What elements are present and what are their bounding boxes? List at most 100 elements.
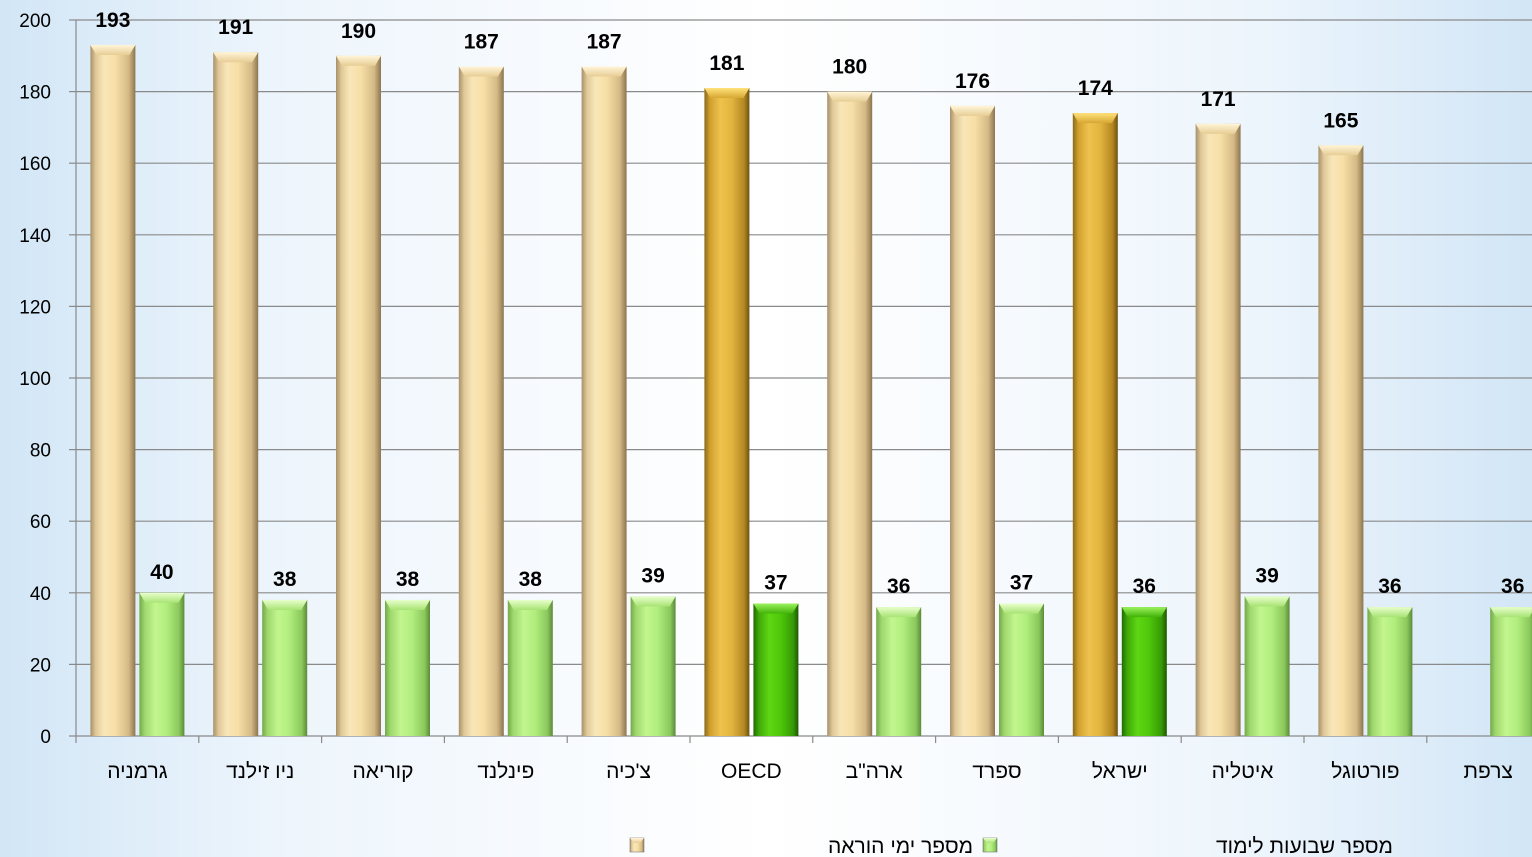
bar bbox=[90, 45, 136, 737]
data-label: 39 bbox=[641, 564, 664, 587]
bar bbox=[1367, 607, 1413, 736]
data-label: 40 bbox=[150, 561, 173, 584]
bar-bevel bbox=[1244, 596, 1290, 607]
bar bbox=[139, 592, 185, 736]
data-label: 191 bbox=[218, 16, 253, 39]
bar-bevel bbox=[336, 55, 381, 66]
bar-body bbox=[1195, 123, 1241, 736]
bar-body bbox=[1367, 607, 1413, 736]
bar bbox=[1195, 123, 1241, 736]
bar-bevel bbox=[704, 88, 750, 99]
bar-bevel bbox=[1195, 123, 1241, 134]
data-label: 37 bbox=[1010, 572, 1033, 595]
y-tick-label: 100 bbox=[19, 369, 51, 390]
bar-body bbox=[213, 52, 259, 737]
bar bbox=[950, 105, 995, 737]
gridlines bbox=[76, 19, 1532, 666]
bar-bevel bbox=[1490, 607, 1532, 618]
data-label: 171 bbox=[1201, 88, 1236, 111]
legend-swatch-bevel bbox=[630, 838, 644, 843]
bar-body bbox=[704, 88, 750, 736]
bar bbox=[507, 599, 553, 736]
bar bbox=[827, 91, 873, 737]
x-tick-label: צרפת bbox=[1464, 760, 1513, 783]
x-tick-label: צ'כיה bbox=[606, 760, 651, 783]
bar-bevel bbox=[262, 599, 308, 610]
x-tick-label: ישראל bbox=[1092, 760, 1148, 783]
legend-label: מספר ימי הוראה bbox=[828, 835, 973, 857]
bar bbox=[1072, 113, 1118, 736]
data-label: 36 bbox=[1133, 575, 1156, 598]
data-label: 174 bbox=[1078, 77, 1113, 100]
y-tick-label: 60 bbox=[30, 512, 51, 533]
data-label: 193 bbox=[95, 9, 130, 32]
bar-body bbox=[385, 599, 430, 736]
y-tick-label: 160 bbox=[19, 154, 51, 175]
bar bbox=[1318, 145, 1364, 737]
bar-body bbox=[1318, 145, 1364, 737]
bar bbox=[1121, 607, 1167, 736]
bar bbox=[213, 52, 259, 737]
bar-body bbox=[1490, 607, 1532, 736]
bar-body bbox=[1244, 596, 1290, 736]
data-labels: 193 40 191 38 190 38 187 38 187 39 181 37 180 36 176 37… bbox=[95, 9, 1524, 598]
data-label: 187 bbox=[464, 31, 499, 54]
bar-body bbox=[507, 599, 553, 736]
bar-bevel bbox=[999, 603, 1044, 614]
bar-bevel bbox=[385, 599, 430, 610]
bar-body bbox=[262, 599, 308, 736]
bar-body bbox=[753, 603, 799, 736]
bar bbox=[336, 55, 381, 737]
bar-bevel bbox=[1318, 145, 1364, 156]
bar-bevel bbox=[90, 45, 136, 56]
bar-body bbox=[827, 91, 873, 737]
bar-bevel bbox=[1367, 607, 1413, 618]
data-label: 38 bbox=[396, 568, 420, 591]
x-tick-label: פורטוגל bbox=[1331, 760, 1399, 783]
bar bbox=[385, 599, 430, 736]
y-tick-label: 0 bbox=[40, 727, 51, 748]
y-tick-label: 200 bbox=[19, 11, 51, 32]
legend-item: מספר ימי הוראה bbox=[629, 835, 973, 857]
bars bbox=[90, 45, 1532, 737]
bar bbox=[581, 66, 627, 737]
data-label: 39 bbox=[1255, 564, 1278, 587]
y-tick-label: 140 bbox=[19, 226, 51, 247]
bar-bevel bbox=[139, 592, 185, 603]
bar-bevel bbox=[1072, 113, 1118, 124]
bar-body bbox=[876, 607, 922, 736]
data-label: 181 bbox=[709, 52, 744, 75]
x-tick-label: איטליה bbox=[1212, 760, 1274, 783]
data-label: 165 bbox=[1323, 109, 1358, 132]
x-tick-label: ניו זילנד bbox=[226, 760, 294, 783]
x-tick-label: ספרד bbox=[972, 760, 1021, 783]
bar-body bbox=[630, 596, 676, 736]
data-label: 180 bbox=[832, 56, 867, 79]
data-label: 190 bbox=[341, 20, 376, 43]
bar-bevel bbox=[458, 66, 504, 77]
y-tick-label: 180 bbox=[19, 83, 51, 104]
legend-swatch-bevel bbox=[983, 838, 997, 843]
bar-body bbox=[950, 105, 995, 737]
bar-body bbox=[139, 592, 185, 736]
axes: 0 20 40 60 80 100 120 140 160 180 200 גרמניה ניו זיל… bbox=[19, 11, 1532, 783]
x-tick-label: OECD bbox=[721, 760, 782, 783]
bar-bevel bbox=[581, 66, 627, 77]
bar-body bbox=[1072, 113, 1118, 736]
bar-body bbox=[336, 55, 381, 737]
bar bbox=[704, 88, 750, 736]
x-tick-label: קוריאה bbox=[352, 760, 413, 783]
bar bbox=[753, 603, 799, 736]
bar-body bbox=[999, 603, 1044, 736]
data-label: 36 bbox=[1501, 575, 1524, 598]
bar-bevel bbox=[827, 91, 873, 102]
data-label: 38 bbox=[519, 568, 543, 591]
data-label: 187 bbox=[587, 31, 622, 54]
y-tick-label: 20 bbox=[30, 655, 51, 676]
data-label: 37 bbox=[764, 572, 787, 595]
bar bbox=[630, 596, 676, 736]
y-tick-label: 40 bbox=[30, 584, 51, 605]
bar bbox=[458, 66, 504, 737]
